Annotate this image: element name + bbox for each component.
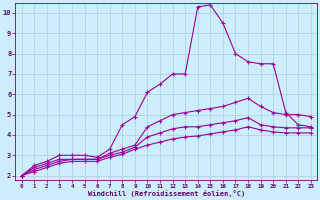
X-axis label: Windchill (Refroidissement éolien,°C): Windchill (Refroidissement éolien,°C)	[88, 190, 245, 197]
